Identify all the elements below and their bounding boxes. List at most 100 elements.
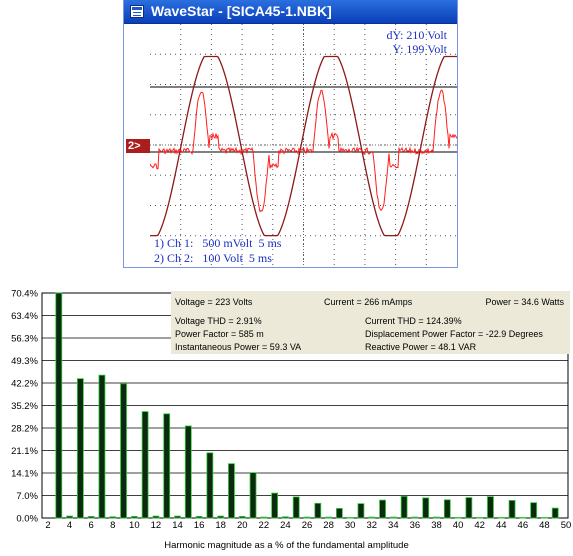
x-tick-label: 38 [431, 520, 442, 531]
y-readout: Y: 199 Volt [392, 42, 447, 56]
harmonic-bar [454, 516, 462, 519]
x-tick-label: 40 [453, 520, 464, 531]
harmonic-bar [206, 452, 214, 519]
y-tick-label: 14.1% [11, 469, 38, 480]
window-titlebar[interactable]: WaveStar - [SICA45-1.NBK] [124, 0, 457, 24]
displacement-power-factor-readout: Displacement Power Factor = -22.9 Degree… [365, 329, 543, 339]
harmonic-bar [66, 515, 73, 519]
wavestar-window: WaveStar - [SICA45-1.NBK] 2> dY: 210 Vol… [123, 0, 458, 268]
harmonic-bar [443, 499, 451, 519]
x-tick-label: 4 [67, 520, 72, 531]
harmonic-bar [109, 516, 117, 519]
harmonic-bar [120, 383, 127, 519]
x-tick-label: 32 [366, 520, 377, 531]
harmonic-bar [519, 516, 527, 519]
y-tick-label: 35.2% [11, 401, 38, 412]
harmonic-bar [497, 516, 505, 519]
y-tick-label: 63.4% [11, 311, 38, 322]
x-tick-label: 8 [110, 520, 115, 531]
harmonic-bar [195, 516, 203, 519]
x-tick-label: 22 [259, 520, 270, 531]
x-tick-label: 46 [518, 520, 529, 531]
harmonic-bar [87, 516, 95, 519]
harmonic-bar [476, 516, 484, 519]
harmonic-bar [292, 496, 300, 519]
harmonic-bar [368, 516, 376, 519]
harmonic-bar [551, 507, 559, 519]
dy-readout: dY: 210 Volt [386, 28, 447, 42]
harmonic-bar [217, 515, 225, 519]
harmonic-bar [411, 516, 419, 519]
harmonic-bar [314, 502, 322, 519]
x-tick-label: 14 [172, 520, 183, 531]
oscilloscope-display: dY: 210 Volt Y: 199 Volt 1) Ch 1: 500 mV… [150, 24, 457, 266]
y-tick-label: 56.3% [11, 334, 38, 345]
app-window-icon[interactable] [130, 5, 144, 18]
harmonic-bar [271, 492, 279, 519]
x-tick-label: 20 [237, 520, 248, 531]
harmonic-bar [184, 425, 192, 519]
y-tick-label: 28.2% [11, 424, 38, 435]
harmonic-bar [400, 495, 408, 519]
x-tick-label: 36 [410, 520, 421, 531]
harmonic-bar [508, 500, 516, 519]
voltage-readout: Voltage = 223 Volts [175, 297, 253, 307]
x-tick-label: 26 [302, 520, 313, 531]
harmonic-bar [98, 374, 106, 519]
current-waveform-trace [150, 89, 457, 213]
channel-2-reference-marker[interactable]: 2> [126, 139, 150, 153]
x-tick-label: 34 [388, 520, 399, 531]
channel-2-scale-label: 2) Ch 2: 100 Volt 5 ms [154, 251, 272, 265]
oscilloscope-graticule [150, 24, 457, 266]
y-tick-label: 70.4% [11, 289, 38, 300]
x-tick-label: 6 [89, 520, 94, 531]
channel-1-scale-label: 1) Ch 1: 500 mVolt 5 ms [154, 236, 282, 250]
harmonic-bar [389, 516, 397, 519]
x-tick-label: 44 [496, 520, 507, 531]
voltage-thd-readout: Voltage THD = 2.91% [175, 316, 262, 326]
voltage-waveform-trace [150, 55, 457, 237]
x-tick-label: 10 [129, 520, 140, 531]
harmonic-bar [163, 413, 171, 519]
window-title: WaveStar - [SICA45-1.NBK] [151, 3, 332, 19]
harmonic-bar [152, 515, 160, 519]
harmonic-bar [228, 463, 235, 519]
x-tick-label: 28 [323, 520, 334, 531]
x-tick-label: 42 [474, 520, 485, 531]
instantaneous-power-readout: Instantaneous Power = 59.3 VA [175, 342, 302, 352]
current-readout: Current = 266 mAmps [324, 297, 413, 307]
harmonic-bar [249, 472, 257, 519]
power-readout: Power = 34.6 Watts [485, 297, 564, 307]
y-tick-label: 42.2% [11, 379, 38, 390]
power-factor-readout: Power Factor = 585 m [175, 329, 264, 339]
harmonic-bar [530, 502, 538, 519]
harmonic-bar [130, 516, 138, 519]
x-tick-label: 24 [280, 520, 291, 531]
x-tick-label: 50 [561, 520, 572, 531]
x-tick-label: 16 [194, 520, 205, 531]
y-tick-label: 0.0% [16, 514, 38, 525]
y-tick-label: 21.1% [11, 446, 38, 457]
harmonic-bar [260, 516, 268, 519]
harmonic-bar [238, 516, 246, 519]
x-tick-label: 18 [215, 520, 226, 531]
harmonic-bar [55, 292, 63, 519]
harmonic-bar [487, 496, 494, 519]
harmonic-bar [76, 378, 84, 519]
x-tick-label: 12 [151, 520, 162, 531]
harmonic-bar [346, 516, 354, 519]
harmonic-bar [541, 516, 548, 519]
harmonic-bar [433, 516, 440, 519]
harmonic-bar [282, 516, 289, 519]
harmonic-bar [325, 516, 332, 519]
harmonic-bar [141, 411, 149, 519]
harmonic-bar [357, 503, 365, 519]
harmonic-bar [465, 497, 473, 519]
x-tick-label: 48 [539, 520, 550, 531]
x-tick-label: 30 [345, 520, 356, 531]
reactive-power-readout: Reactive Power = 48.1 VAR [365, 342, 477, 352]
harmonic-bar [335, 508, 343, 519]
y-tick-label: 49.3% [11, 356, 38, 367]
y-tick-label: 7.0% [16, 491, 38, 502]
current-thd-readout: Current THD = 124.39% [365, 316, 462, 326]
